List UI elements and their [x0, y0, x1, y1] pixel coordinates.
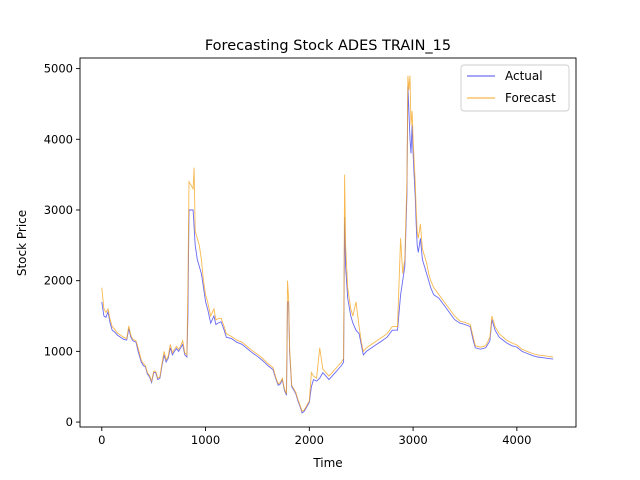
y-tick-label: 4000 [44, 132, 73, 146]
y-axis: 0 1000 2000 3000 4000 5000 [44, 62, 80, 429]
y-tick-label: 2000 [44, 274, 73, 288]
y-tick-label: 0 [66, 415, 73, 429]
y-tick-label: 3000 [44, 203, 73, 217]
x-axis-label: Time [312, 456, 342, 470]
series-layer [101, 75, 554, 414]
y-tick-label: 5000 [44, 62, 73, 76]
x-tick-label: 2000 [295, 433, 324, 447]
x-tick-label: 3000 [398, 433, 427, 447]
legend: Actual Forecast [460, 64, 570, 112]
legend-label-actual: Actual [505, 69, 543, 83]
x-tick-label: 4000 [502, 433, 531, 447]
series-line-forecast [101, 75, 554, 413]
legend-label-forecast: Forecast [505, 91, 556, 105]
x-axis: 0 1000 2000 3000 4000 [98, 427, 531, 447]
x-tick-label: 1000 [191, 433, 220, 447]
y-axis-label: Stock Price [15, 210, 29, 276]
x-tick-label: 0 [98, 433, 105, 447]
y-tick-label: 1000 [44, 344, 73, 358]
plot-frame [79, 57, 577, 428]
plot-area [101, 75, 554, 414]
chart-title: Forecasting Stock ADES TRAIN_15 [205, 38, 451, 54]
